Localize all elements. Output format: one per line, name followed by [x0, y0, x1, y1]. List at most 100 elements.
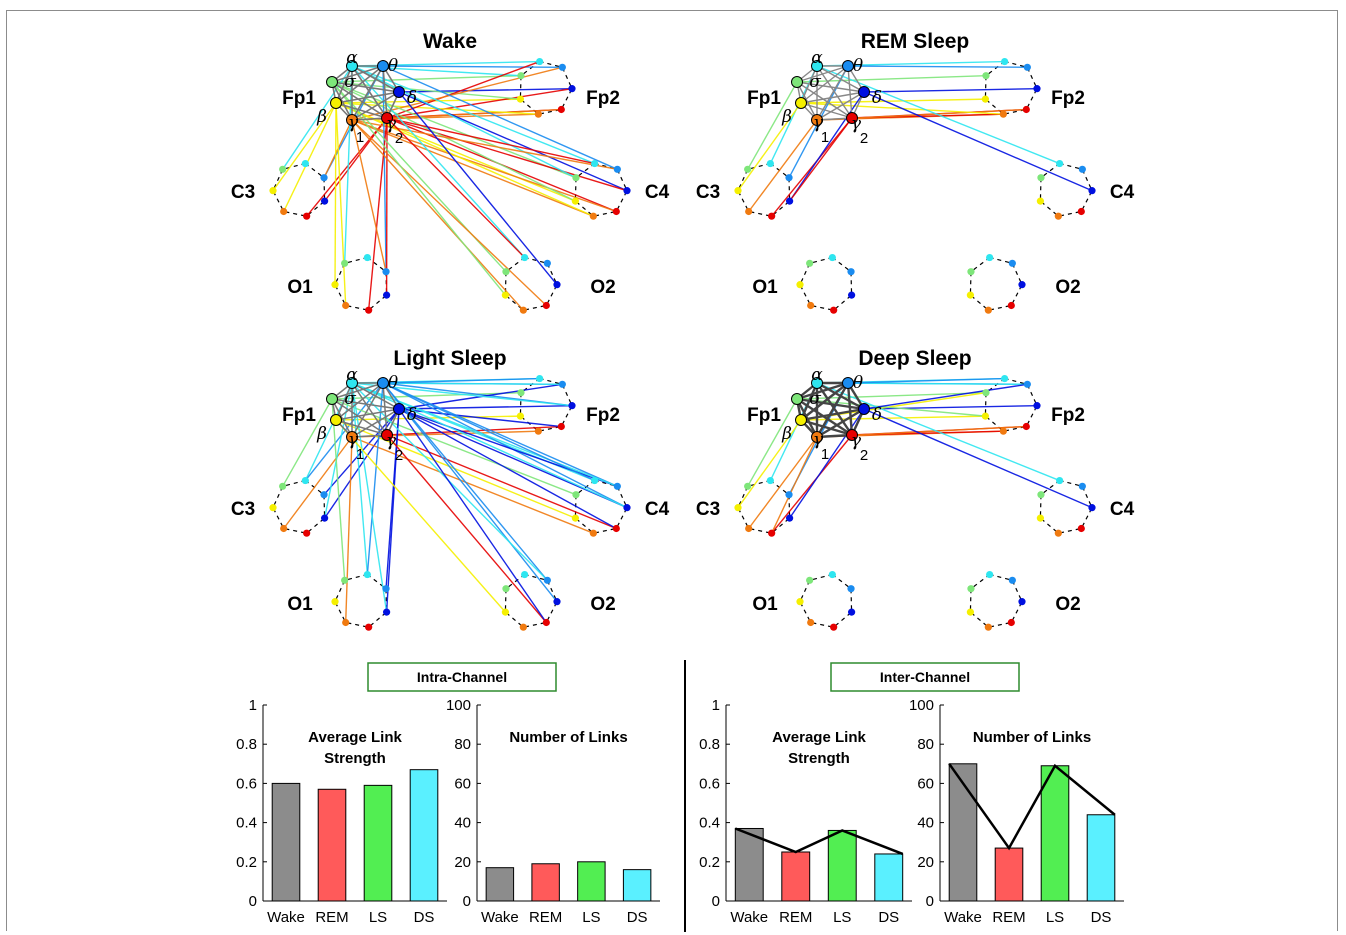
band-node [326, 393, 338, 405]
band-node [279, 165, 287, 173]
link-line [282, 398, 333, 487]
bar-chart: 0 0.2 0.4 0.6 0.8 1 Wake REM LS DS Average Link Str… [236, 697, 447, 926]
band-node [811, 377, 823, 389]
band-node [382, 585, 390, 593]
channel-label: O1 [752, 277, 778, 298]
inter-links [737, 60, 1093, 217]
band-label: δ [872, 88, 882, 108]
link-line [800, 98, 986, 104]
inter-links [737, 377, 1093, 534]
intra-link [800, 407, 865, 422]
link-line [331, 81, 577, 179]
band-node [806, 259, 814, 267]
y-tick-label: 0 [712, 893, 720, 910]
band-label: β [781, 424, 792, 444]
x-tick-label: DS [414, 909, 435, 926]
band-node [557, 422, 565, 431]
band-node [382, 268, 390, 276]
band-node [536, 57, 544, 66]
link-line [398, 408, 618, 487]
band-node [613, 165, 621, 173]
band-node [1037, 174, 1045, 182]
intra-link [815, 382, 850, 438]
link-line [847, 377, 1005, 384]
bar [1086, 814, 1116, 902]
band-node [346, 431, 358, 443]
band-node [984, 306, 992, 314]
band-node [279, 482, 287, 490]
trend-line [948, 763, 1116, 851]
band-node [269, 504, 277, 512]
channel-label: O1 [287, 594, 313, 615]
band-node [846, 429, 858, 441]
band-node [383, 291, 391, 299]
band-node [986, 570, 994, 579]
band-node [543, 576, 551, 584]
bar-chart: 0 0.2 0.4 0.6 0.8 1 Wake REM LS DS Average Link Str… [699, 697, 912, 926]
band-node [558, 380, 566, 388]
band-node [806, 576, 814, 584]
link-line [386, 434, 617, 530]
link-line [343, 65, 353, 264]
link-line [351, 382, 388, 613]
x-tick-label: LS [833, 909, 851, 926]
y-tick-label: 0 [463, 893, 471, 910]
panel-title: Light Sleep [393, 347, 506, 370]
link-line [382, 377, 540, 384]
channel-ring [334, 573, 388, 628]
band-node [807, 301, 815, 310]
band-node [1056, 159, 1064, 168]
link-line [748, 436, 818, 529]
y-tick-label: 100 [446, 697, 471, 714]
band-node [589, 212, 597, 220]
band-node [848, 291, 856, 299]
channel-ring [272, 479, 326, 534]
band-node [766, 476, 774, 485]
link-line [863, 404, 1038, 410]
band-node [828, 570, 836, 579]
channel-label: O2 [590, 594, 615, 615]
channel-ring [737, 479, 791, 534]
bar [317, 788, 347, 902]
band-node [796, 281, 804, 289]
link-line [331, 398, 346, 581]
band-node [745, 524, 753, 533]
intra-link [335, 382, 384, 421]
intra-link [351, 408, 400, 438]
band-node [516, 412, 524, 420]
link-line [334, 102, 337, 285]
chart-title: Average Link [772, 729, 866, 746]
link-line [863, 408, 1093, 509]
band-node [365, 306, 373, 314]
band-label: β [316, 107, 327, 127]
link-line [386, 434, 547, 623]
link-line [331, 81, 521, 100]
intra-link [800, 65, 818, 104]
band-node [1037, 491, 1045, 499]
band-node [1007, 301, 1015, 310]
band-node [1077, 207, 1085, 216]
band-label: δ [407, 88, 417, 108]
y-tick-label: 1 [249, 697, 257, 714]
band-label: σ [344, 72, 356, 92]
chart-title: Average Link [308, 729, 402, 746]
section-label: Intra-Channel [417, 669, 507, 685]
intra-link [335, 65, 384, 104]
band-label: 2 [395, 447, 403, 464]
band-node [1088, 504, 1096, 512]
link-line [386, 117, 526, 259]
band-node [858, 403, 870, 415]
channel-ring [799, 256, 853, 311]
x-tick-label: DS [627, 909, 648, 926]
link-line [382, 382, 628, 509]
band-node [795, 97, 807, 109]
band-node [999, 110, 1007, 118]
band-label: 1 [356, 129, 364, 146]
channel-label: O2 [1055, 277, 1080, 298]
band-node [811, 114, 823, 126]
intra-link [796, 397, 853, 437]
link-line [398, 408, 617, 530]
band-label: θ [853, 373, 863, 393]
intra-link [796, 81, 865, 93]
